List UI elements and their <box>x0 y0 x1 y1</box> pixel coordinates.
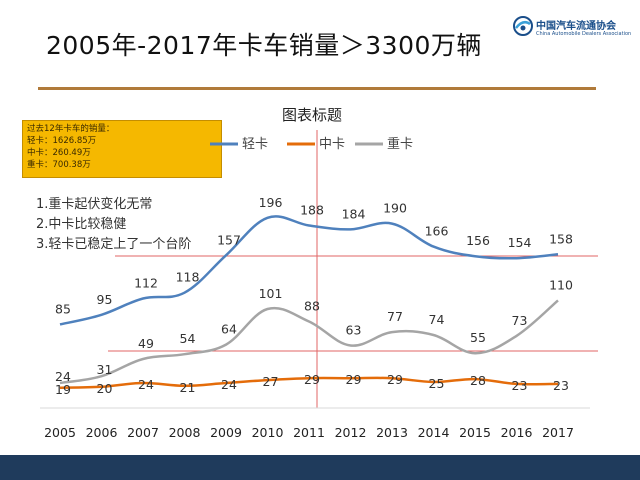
legend-label-0: 轻卡 <box>242 137 268 152</box>
data-label-s0-12: 158 <box>549 231 573 246</box>
logo-name-cn: 中国汽车流通协会 <box>536 21 616 32</box>
data-label-s0-2: 112 <box>134 275 158 290</box>
note-line-2: 3.轻卡已稳定上了一个台阶 <box>36 236 191 252</box>
title-divider <box>38 87 596 90</box>
data-label-s1-4: 24 <box>221 377 237 392</box>
x-tick-label-8: 2013 <box>376 425 408 440</box>
data-label-s0-5: 196 <box>259 195 283 210</box>
data-label-s0-10: 156 <box>466 233 490 248</box>
x-tick-label-11: 2016 <box>501 425 533 440</box>
data-label-s1-12: 23 <box>553 378 569 393</box>
data-label-s2-1: 31 <box>97 362 113 377</box>
data-label-s0-11: 154 <box>508 235 532 250</box>
data-label-s2-11: 73 <box>512 313 528 328</box>
slide-title: 2005年-2017年卡车销量＞3300万辆 <box>46 31 482 60</box>
data-label-s1-1: 20 <box>97 381 113 396</box>
data-label-s2-5: 101 <box>259 286 283 301</box>
data-label-s2-7: 63 <box>346 323 362 338</box>
x-tick-label-7: 2012 <box>335 425 367 440</box>
data-label-s2-3: 54 <box>180 331 196 346</box>
data-label-s0-1: 95 <box>97 292 113 307</box>
data-label-s1-6: 29 <box>304 372 320 387</box>
data-label-s0-7: 184 <box>342 206 366 221</box>
data-label-s0-0: 85 <box>55 301 71 316</box>
summary-heavy-truck: 重卡：700.38万 <box>27 160 91 170</box>
data-label-s1-5: 27 <box>263 374 279 389</box>
summary-medium-truck: 中卡：260.49万 <box>27 148 91 158</box>
data-label-s0-6: 188 <box>300 203 324 218</box>
data-label-s0-4: 157 <box>217 232 241 247</box>
legend-label-1: 中卡 <box>319 137 345 152</box>
x-tick-label-12: 2017 <box>542 425 574 440</box>
x-tick-label-0: 2005 <box>44 425 76 440</box>
x-tick-label-4: 2009 <box>210 425 242 440</box>
data-label-s1-7: 29 <box>346 372 362 387</box>
data-label-s2-2: 49 <box>138 336 154 351</box>
data-label-s2-6: 88 <box>304 299 320 314</box>
x-tick-label-10: 2015 <box>459 425 491 440</box>
data-label-s1-8: 29 <box>387 372 403 387</box>
series-line-1 <box>59 376 559 390</box>
data-label-s0-8: 190 <box>383 201 407 216</box>
data-label-s2-10: 55 <box>470 330 486 345</box>
data-label-s1-10: 28 <box>470 373 486 388</box>
logo-name-en: China Automobile Dealers Association <box>536 31 632 37</box>
x-tick-label-3: 2008 <box>169 425 201 440</box>
series-line-2 <box>59 299 559 385</box>
data-label-s1-2: 24 <box>138 377 154 392</box>
data-label-s2-0: 24 <box>55 369 71 384</box>
note-line-1: 2.中卡比较稳健 <box>36 216 126 232</box>
data-label-s1-3: 21 <box>180 380 196 395</box>
summary-box: 过去12年卡车的销量： 轻卡：1626.85万 中卡：260.49万 重卡：70… <box>22 120 222 178</box>
x-tick-label-2: 2007 <box>127 425 159 440</box>
data-label-s2-9: 74 <box>429 312 445 327</box>
chart-title: 图表标题 <box>282 106 342 124</box>
data-label-s2-12: 110 <box>549 277 573 292</box>
footer-bar <box>0 455 640 480</box>
x-tick-label-6: 2011 <box>293 425 325 440</box>
data-label-s2-8: 77 <box>387 309 403 324</box>
x-tick-label-5: 2010 <box>252 425 284 440</box>
note-line-0: 1.重卡起伏变化无常 <box>36 196 152 212</box>
data-label-s1-11: 23 <box>512 378 528 393</box>
association-logo: 中国汽车流通协会 China Automobile Dealers Associ… <box>512 15 632 45</box>
data-label-s0-9: 166 <box>425 224 449 239</box>
data-label-s2-4: 64 <box>221 322 237 337</box>
data-label-s1-0: 19 <box>55 382 71 397</box>
logo-emblem-icon <box>513 16 533 36</box>
series-line-0 <box>59 215 559 326</box>
summary-heading: 过去12年卡车的销量： <box>27 124 115 134</box>
x-tick-label-1: 2006 <box>86 425 118 440</box>
data-label-s0-3: 118 <box>176 270 200 285</box>
legend-label-2: 重卡 <box>387 136 413 152</box>
x-tick-label-9: 2014 <box>418 425 450 440</box>
data-label-s1-9: 25 <box>429 376 445 391</box>
summary-light-truck: 轻卡：1626.85万 <box>27 136 97 146</box>
